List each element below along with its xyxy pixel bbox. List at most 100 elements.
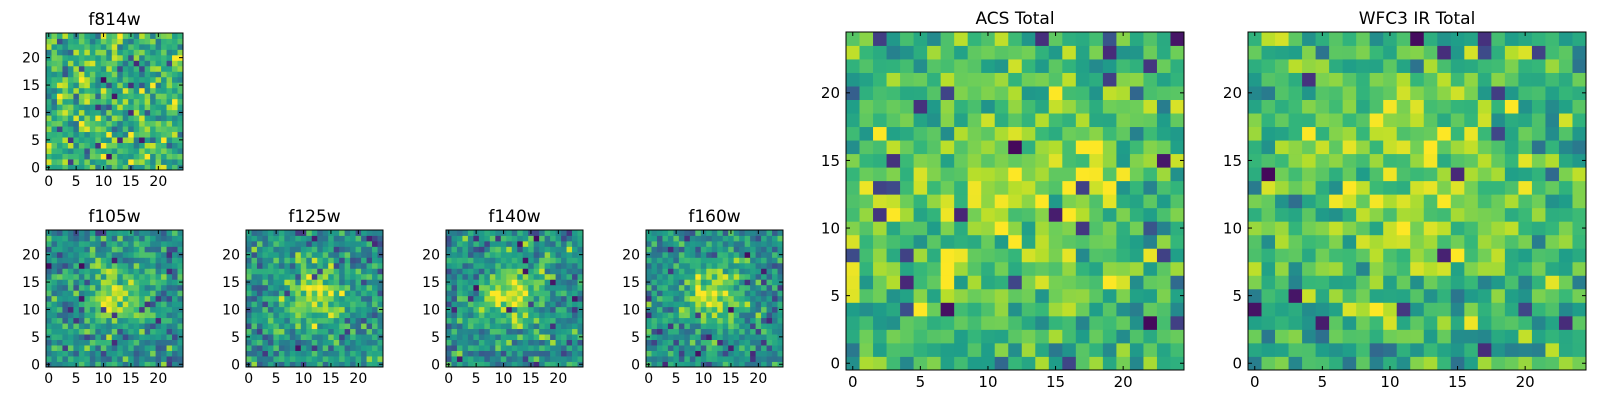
- heatmap-cell: [739, 306, 746, 313]
- heatmap-cell: [572, 361, 578, 368]
- heatmap-cell: [73, 312, 80, 319]
- heatmap-cell: [1048, 342, 1063, 357]
- heatmap-cell: [339, 240, 346, 247]
- x-tick-label: 15: [322, 371, 340, 387]
- heatmap-cell: [777, 240, 784, 247]
- heatmap-cell: [100, 246, 107, 253]
- heatmap-cell: [533, 257, 540, 264]
- heatmap-cell: [73, 38, 80, 45]
- heatmap-cell: [144, 334, 151, 340]
- heatmap-cell: [67, 76, 74, 83]
- heatmap-cell: [144, 246, 151, 253]
- heatmap-cell: [51, 235, 58, 242]
- heatmap-cell: [478, 230, 485, 236]
- heatmap-cell: [46, 262, 52, 269]
- heatmap-cell: [273, 317, 280, 324]
- heatmap-cell: [95, 120, 102, 127]
- heatmap-cell: [372, 268, 378, 275]
- heatmap-cell: [155, 240, 162, 247]
- heatmap-cell: [1450, 113, 1465, 128]
- heatmap-cell: [1129, 234, 1144, 249]
- heatmap-cell: [1302, 221, 1316, 236]
- heatmap-cell: [289, 345, 296, 351]
- heatmap-cell: [1275, 72, 1289, 87]
- heatmap-cell: [1089, 72, 1104, 87]
- heatmap-cell: [1275, 248, 1289, 263]
- heatmap-cell: [673, 317, 680, 324]
- heatmap-cell: [1315, 207, 1330, 222]
- heatmap-cell: [489, 356, 496, 362]
- heatmap-cell: [84, 334, 91, 340]
- y-tick-label: 15: [622, 275, 640, 291]
- heatmap-cell: [328, 345, 335, 351]
- heatmap-cell: [722, 350, 729, 357]
- heatmap-cell: [289, 328, 296, 335]
- heatmap-cell: [377, 356, 384, 362]
- heatmap-cell: [656, 345, 663, 351]
- heatmap-cell: [695, 301, 702, 308]
- heatmap-cell: [981, 72, 996, 87]
- heatmap-cell: [246, 323, 252, 330]
- heatmap-cell: [1302, 234, 1316, 249]
- heatmap-cell: [51, 164, 58, 171]
- heatmap-cell: [361, 361, 367, 368]
- heatmap-cell: [1396, 302, 1411, 317]
- heatmap-cell: [377, 301, 384, 308]
- heatmap-cell: [728, 284, 735, 291]
- heatmap-cell: [1116, 72, 1131, 87]
- heatmap-cell: [544, 301, 551, 308]
- heatmap-cell: [128, 290, 135, 297]
- heatmap-cell: [761, 251, 767, 258]
- heatmap-cell: [262, 251, 269, 258]
- heatmap-cell: [1116, 288, 1131, 303]
- heatmap-cell: [295, 257, 302, 264]
- heatmap-cell: [111, 235, 118, 242]
- heatmap-cell: [1035, 302, 1050, 317]
- heatmap-cell: [1464, 207, 1479, 222]
- heatmap-cell: [1302, 356, 1316, 371]
- heatmap-cell: [139, 328, 146, 335]
- heatmap-cell: [317, 279, 324, 286]
- heatmap-cell: [322, 279, 329, 286]
- heatmap-cell: [56, 356, 63, 362]
- heatmap-cell: [994, 288, 1009, 303]
- heatmap-cell: [517, 334, 524, 340]
- heatmap-cell: [56, 246, 63, 253]
- heatmap-cell: [361, 356, 367, 362]
- heatmap-cell: [981, 221, 996, 236]
- heatmap-cell: [462, 240, 469, 247]
- heatmap-cell: [700, 317, 707, 324]
- heatmap-cell: [684, 240, 691, 247]
- heatmap-cell: [350, 268, 356, 275]
- heatmap-cell: [544, 279, 551, 286]
- heatmap-cell: [1572, 342, 1587, 357]
- heatmap-cell: [484, 268, 491, 275]
- heatmap-cell: [684, 268, 691, 275]
- heatmap-cell: [1437, 45, 1452, 60]
- heatmap-cell: [73, 317, 80, 324]
- heatmap-cell: [150, 295, 156, 302]
- heatmap-cell: [295, 312, 302, 319]
- heatmap-cell: [333, 230, 340, 236]
- heatmap-cell: [78, 284, 85, 291]
- heatmap-cell: [111, 126, 118, 133]
- heatmap-cell: [300, 323, 307, 330]
- heatmap-cell: [646, 356, 652, 362]
- heatmap-cell: [484, 273, 491, 280]
- heatmap-cell: [1572, 167, 1587, 182]
- heatmap-cell: [339, 230, 346, 236]
- heatmap-cell: [1504, 99, 1519, 114]
- heatmap-cell: [555, 251, 562, 258]
- heatmap-cell: [177, 257, 184, 264]
- heatmap-cell: [722, 328, 729, 335]
- heatmap-cell: [456, 246, 463, 253]
- heatmap-cell: [106, 120, 113, 127]
- heatmap-cell: [1062, 234, 1077, 249]
- heatmap-cell: [522, 301, 529, 308]
- heatmap-cell: [1129, 329, 1144, 344]
- heatmap-cell: [662, 251, 669, 258]
- heatmap-cell: [1021, 221, 1036, 236]
- heatmap-cell: [1410, 302, 1425, 317]
- heatmap-cell: [873, 302, 887, 317]
- y-tick-label: 5: [431, 330, 440, 346]
